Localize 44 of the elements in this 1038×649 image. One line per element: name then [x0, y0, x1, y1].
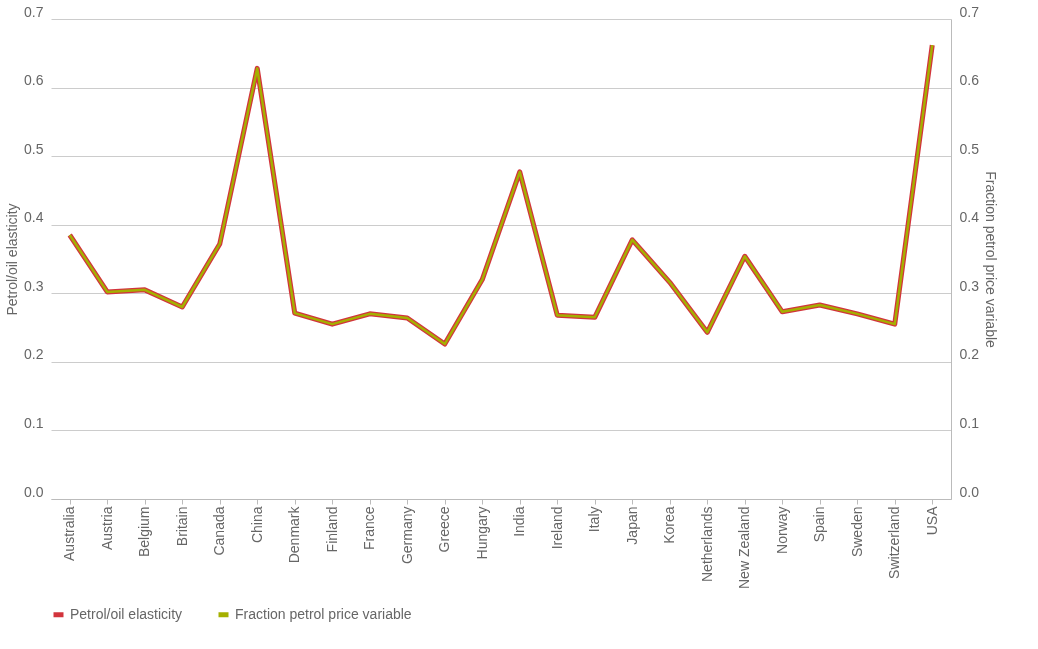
- x-tick-label: Switzerland: [886, 506, 903, 579]
- x-tick-label: Australia: [61, 506, 78, 561]
- y2-tick-label: 0.2: [959, 346, 980, 363]
- y-tick-label: 0.1: [24, 414, 44, 431]
- y2-tick-label: 0.7: [959, 3, 980, 20]
- x-tick-label: Norway: [773, 506, 790, 554]
- x-tick-label: Sweden: [848, 506, 865, 558]
- x-tick-label: Belgium: [136, 506, 153, 558]
- y-tick-label: 0.6: [24, 72, 44, 89]
- y-tick-label: 0.0: [24, 483, 44, 500]
- x-tick-label: Britain: [173, 506, 190, 547]
- x-tick-label: France: [361, 506, 378, 551]
- x-tick-label: Hungary: [473, 506, 490, 560]
- y-tick-label: 0.3: [24, 277, 44, 294]
- legend-label: Fraction petrol price variable: [235, 605, 412, 622]
- x-tick-label: Netherlands: [698, 506, 715, 582]
- x-tick-label: Finland: [323, 506, 340, 553]
- x-tick-label: Denmark: [286, 505, 303, 564]
- x-tick-label: USA: [923, 505, 940, 536]
- y-tick-label: 0.4: [24, 209, 44, 226]
- x-tick-label: Austria: [98, 506, 115, 551]
- x-tick-label: New Zealand: [736, 506, 753, 589]
- y2-tick-label: 0.0: [959, 483, 980, 500]
- y2-tick-label: 0.5: [959, 140, 980, 157]
- x-tick-label: Spain: [811, 506, 828, 543]
- y-tick-label: 0.7: [24, 3, 44, 20]
- y2-tick-label: 0.6: [959, 72, 980, 89]
- y-tick-label: 0.2: [24, 346, 44, 363]
- x-tick-label: Greece: [436, 506, 453, 553]
- x-tick-label: Ireland: [548, 506, 565, 550]
- x-tick-label: Germany: [398, 506, 415, 565]
- y2-tick-label: 0.4: [959, 209, 980, 226]
- x-tick-label: Japan: [623, 506, 640, 545]
- x-tick-label: Korea: [661, 506, 678, 544]
- x-tick-label: India: [511, 506, 528, 537]
- x-tick-label: China: [248, 506, 265, 544]
- y-tick-label: 0.5: [24, 140, 44, 157]
- x-tick-label: Canada: [211, 506, 228, 556]
- y2-tick-label: 0.3: [959, 277, 980, 294]
- y-axis-title: Petrol/oil elasticity: [4, 203, 21, 316]
- y2-axis-title: Fraction petrol price variable: [982, 171, 999, 349]
- y2-tick-label: 0.1: [959, 414, 980, 431]
- x-tick-label: Italy: [586, 506, 603, 533]
- legend-label: Petrol/oil elasticity: [70, 605, 183, 622]
